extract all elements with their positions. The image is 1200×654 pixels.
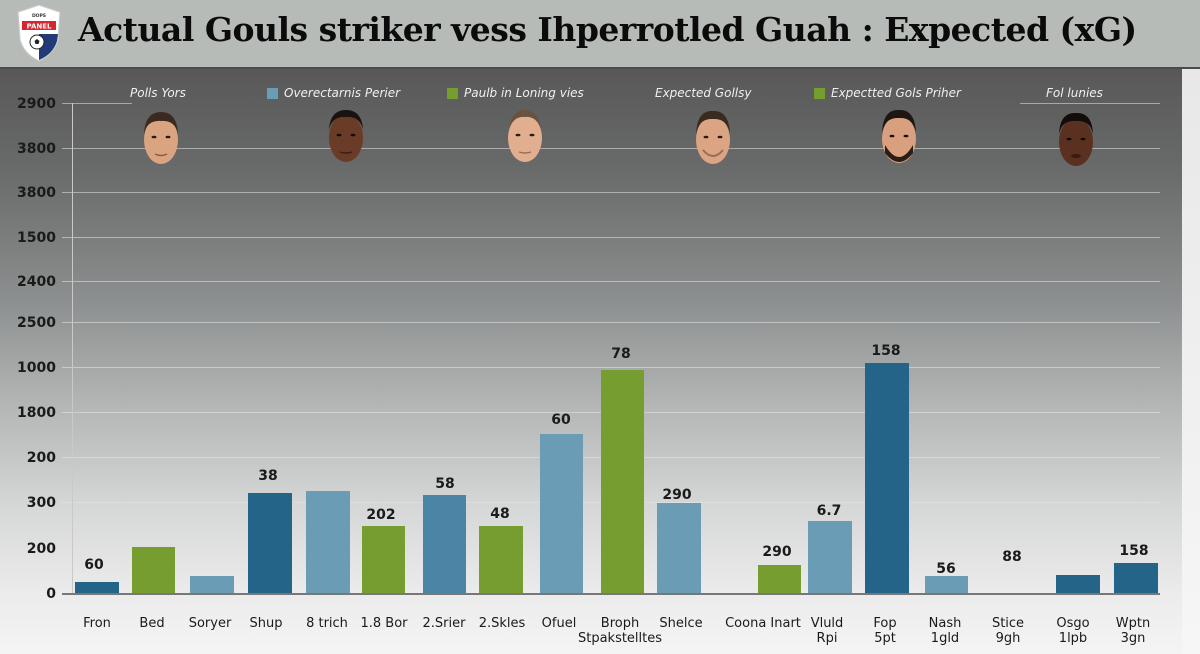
player-face-icon	[882, 109, 916, 163]
bar	[132, 547, 175, 593]
y-tick-label: 3800	[17, 141, 56, 157]
x-tick-label: 8 trich	[306, 616, 348, 631]
x-tick-label: Nash 1gld	[928, 616, 962, 646]
bar-value-label: 58	[435, 476, 455, 492]
x-tick-label: Fron	[83, 616, 111, 631]
bar	[1114, 563, 1158, 593]
bar	[758, 565, 801, 593]
y-tick-label: 1500	[17, 230, 56, 246]
gridline	[62, 103, 132, 104]
legend-label: Overectarnis Perier	[284, 86, 401, 100]
bar	[306, 491, 350, 593]
legend-label: Polls Yors	[130, 86, 186, 100]
legend-label: Expected Gollsy	[655, 86, 752, 100]
y-tick-label: 200	[26, 450, 56, 466]
chart-title: Actual Gouls striker vess Ihperrotled Gu…	[78, 10, 1137, 49]
legend-item: Paulb in Loning vies	[447, 86, 584, 100]
x-tick-label: Shup	[249, 616, 283, 631]
player-face-icon	[696, 110, 730, 164]
gridline	[62, 322, 1160, 323]
bar-value-label: 60	[84, 557, 104, 573]
legend-label: Expectted Gols Priher	[831, 86, 961, 100]
bar	[423, 495, 466, 593]
y-tick-label: 1800	[17, 405, 56, 421]
bar	[865, 363, 909, 593]
y-tick-label: 300	[26, 495, 56, 511]
bar-value-label: 56	[936, 561, 956, 577]
legend-item: Expectted Gols Priher	[814, 86, 961, 100]
y-tick-label: 200	[26, 541, 56, 557]
x-axis-baseline	[62, 593, 1160, 595]
legend-label: Paulb in Loning vies	[464, 86, 584, 100]
bar-value-label: 158	[1119, 543, 1149, 559]
x-tick-label: Fop 5pt	[873, 616, 897, 646]
bar	[190, 576, 234, 593]
bar-value-label: 158	[871, 343, 901, 359]
legend-swatch-green	[814, 87, 825, 99]
bar	[657, 503, 701, 593]
bar-value-label: 48	[490, 506, 510, 522]
bar-value-label: 6.7	[816, 503, 842, 519]
plot-area	[0, 69, 1182, 654]
header: PANEL DOPS Actual Gouls striker vess Ihp…	[0, 0, 1200, 69]
player-face-icon	[508, 110, 542, 162]
player-face-icon	[329, 110, 363, 162]
y-tick-label: 2900	[17, 96, 56, 112]
player-face-icon	[144, 112, 178, 164]
right-margin	[1182, 69, 1200, 654]
player-face-icon	[1059, 112, 1093, 166]
bar-value-label: 78	[611, 346, 631, 362]
legend-item: Polls Yors	[130, 86, 186, 100]
x-tick-label: Shelce	[659, 616, 703, 631]
legend-item: Overectarnis Perier	[267, 86, 400, 100]
bar	[1056, 575, 1100, 593]
x-tick-label: 2.Srier	[422, 616, 466, 631]
bar-value-label: 290	[662, 487, 692, 503]
gridline	[62, 281, 1160, 282]
y-tick-label: 1000	[17, 360, 56, 376]
bar	[75, 582, 119, 593]
gridline	[1020, 103, 1160, 104]
bar-value-label: 88	[1002, 549, 1022, 565]
x-tick-label: 2.Skles	[478, 616, 526, 631]
x-tick-label: Soryer	[188, 616, 232, 631]
legend-label: Fol lunies	[1046, 86, 1103, 100]
gridline	[62, 192, 1160, 193]
x-tick-label: Broph Stpakstelltes	[577, 616, 663, 646]
bar-value-label: 202	[366, 507, 396, 523]
y-tick-label: 2400	[17, 274, 56, 290]
legend-swatch-green	[447, 87, 458, 99]
x-tick-label: Wptn 3gn	[1115, 616, 1151, 646]
x-tick-label: Coona Inart	[725, 616, 801, 631]
gridline	[62, 148, 1160, 149]
bar	[601, 370, 644, 593]
bar-value-label: 38	[258, 468, 278, 484]
bar	[248, 493, 292, 593]
y-tick-label: 2500	[17, 315, 56, 331]
bar	[540, 434, 583, 593]
legend-item: Fol lunies	[1046, 86, 1103, 100]
bar-value-label: 290	[762, 544, 792, 560]
gridline	[62, 367, 1160, 368]
bar	[925, 576, 968, 593]
y-tick-label: 3800	[17, 185, 56, 201]
gridline	[62, 237, 1160, 238]
x-tick-label: Stice 9gh	[991, 616, 1025, 646]
svg-text:DOPS: DOPS	[32, 13, 46, 19]
legend-item: Expected Gollsy	[655, 86, 751, 100]
x-tick-label: Vluld Rpi	[810, 616, 844, 646]
club-crest-logo: PANEL DOPS	[17, 4, 61, 62]
bar	[362, 526, 405, 593]
x-tick-label: Bed	[139, 616, 165, 631]
bar	[808, 521, 852, 593]
x-tick-label: 1.8 Bor	[360, 616, 408, 631]
y-axis-line	[72, 103, 73, 593]
x-tick-label: Osgo 1lpb	[1056, 616, 1090, 646]
bar	[479, 526, 523, 593]
x-tick-label: Ofuel	[541, 616, 577, 631]
bar-value-label: 60	[551, 412, 571, 428]
y-tick-label: 0	[46, 586, 56, 602]
legend-swatch-light-blue	[267, 87, 278, 99]
svg-text:PANEL: PANEL	[26, 23, 52, 31]
